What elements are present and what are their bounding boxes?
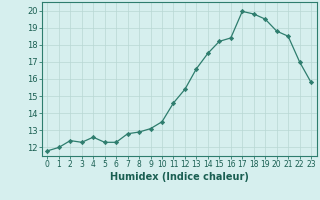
X-axis label: Humidex (Indice chaleur): Humidex (Indice chaleur) xyxy=(110,172,249,182)
